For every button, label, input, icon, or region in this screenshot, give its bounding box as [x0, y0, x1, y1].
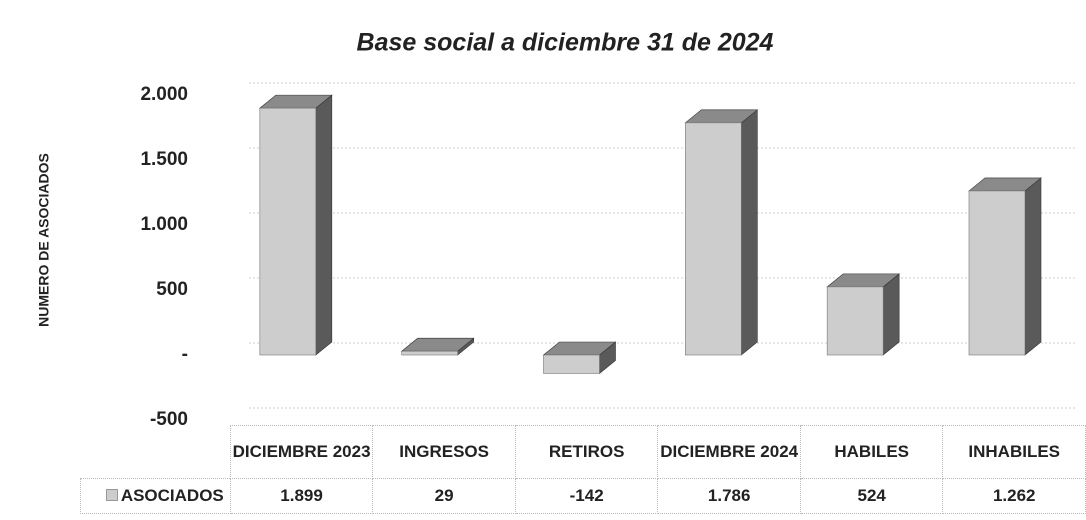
- bar: [685, 122, 742, 356]
- chart: Base social a diciembre 31 de 2024 NUMER…: [36, 29, 1075, 430]
- y-tick-label: -500: [150, 409, 188, 425]
- x-tick-label: DICIEMBRE 2023: [229, 425, 374, 479]
- bar-side: [741, 109, 758, 356]
- bar: [826, 286, 884, 356]
- x-tick-label: INGRESOS: [372, 425, 516, 479]
- data-table: DICIEMBRE 2023 INGRESOS RETIROS DICIEMBRE 2…: [80, 425, 1086, 514]
- y-tick-label: -: [182, 344, 188, 365]
- bar: [259, 107, 317, 356]
- data-label: 524: [799, 478, 944, 514]
- bar-side: [882, 273, 900, 356]
- data-label: 29: [372, 478, 516, 514]
- x-tick-label: RETIROS: [514, 425, 659, 479]
- legend-label: ASOCIADOS: [120, 486, 224, 505]
- y-tick-label: 2.000: [140, 84, 188, 105]
- y-tick-label: 1.000: [140, 214, 188, 235]
- x-tick-label: DICIEMBRE 2024: [657, 425, 801, 479]
- blank: [81, 426, 231, 479]
- bar: [968, 190, 1026, 356]
- y-tick-label: 500: [156, 279, 188, 300]
- data-label: 1.786: [657, 478, 801, 514]
- data-label: 1.262: [942, 478, 1086, 514]
- x-tick-label: INHABILES: [942, 425, 1086, 479]
- data-label: -142: [514, 478, 659, 514]
- legend-swatch: [105, 489, 118, 501]
- bar-side: [1024, 177, 1042, 356]
- legend-entry: ASOCIADOS: [80, 478, 231, 514]
- x-tick-label: HABILES: [799, 425, 944, 479]
- y-axis-label: NUMERO DE ASOCIADOS: [36, 153, 52, 327]
- bar-side: [315, 94, 333, 356]
- data-label: 1.899: [229, 478, 374, 514]
- y-tick-label: 1.500: [140, 149, 188, 170]
- chart-title: Base social a diciembre 31 de 2024: [357, 29, 774, 57]
- bar: [543, 354, 600, 374]
- bar: [401, 350, 458, 356]
